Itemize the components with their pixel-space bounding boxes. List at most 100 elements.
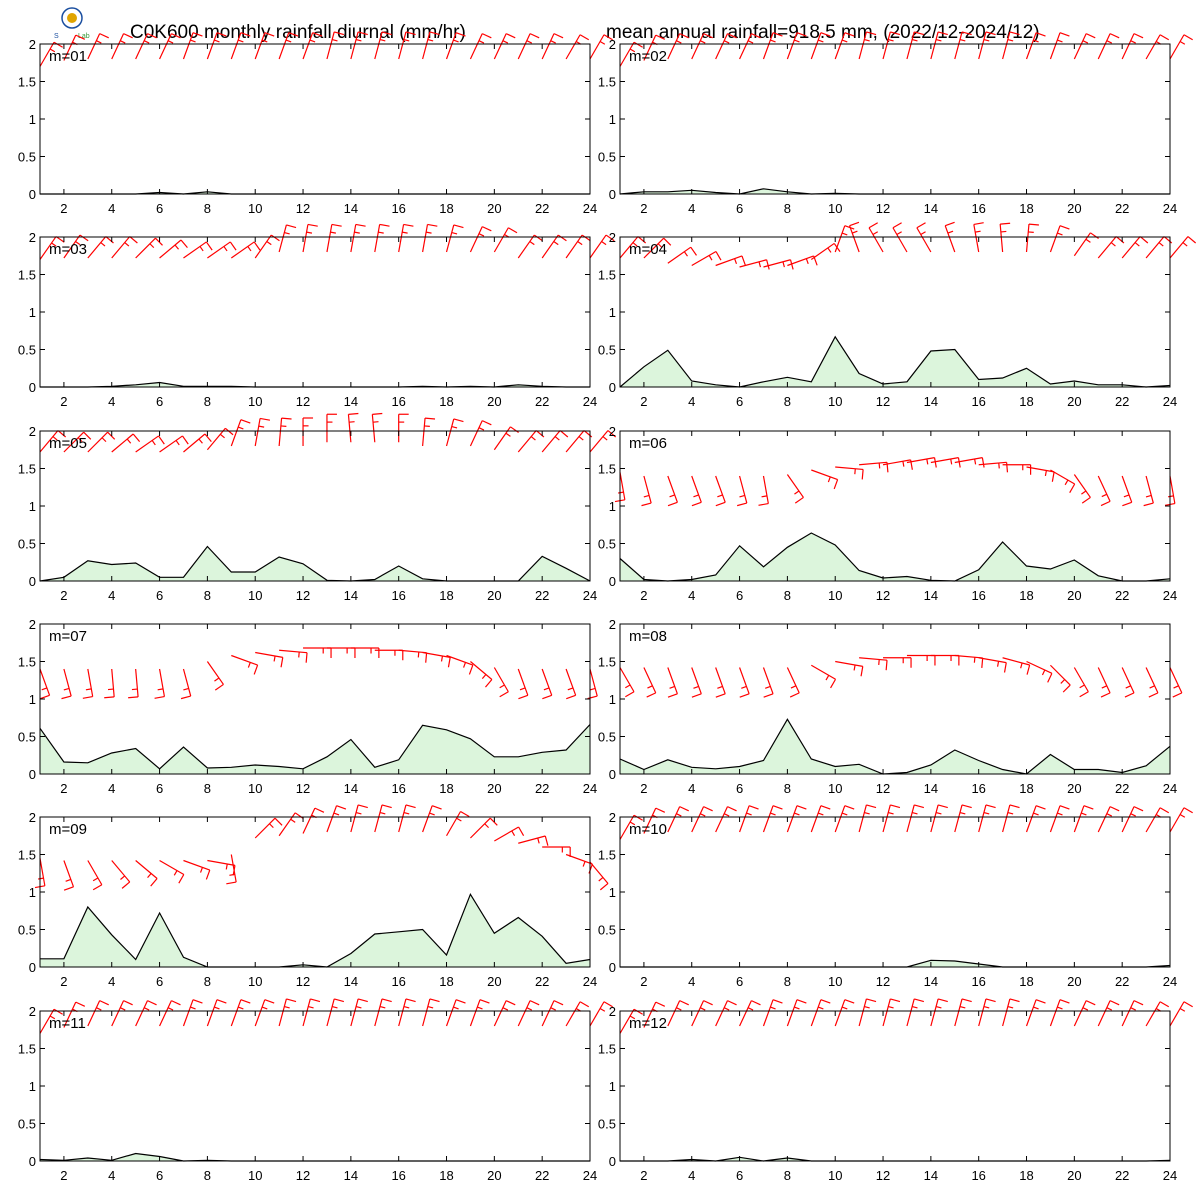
x-tick-label: 12 xyxy=(296,974,310,989)
wind-barb-half-flag xyxy=(717,494,723,498)
wind-barb xyxy=(589,1001,613,1027)
wind-barb-flag xyxy=(833,479,839,490)
wind-barb xyxy=(230,241,261,259)
wind-barb-shaft xyxy=(159,239,182,259)
wind-barb xyxy=(1073,474,1091,504)
wind-barb xyxy=(494,826,525,842)
wind-barb-shaft xyxy=(39,1008,55,1034)
x-tick-label: 4 xyxy=(688,394,695,409)
wind-barb xyxy=(87,33,109,60)
wind-barb-half-flag xyxy=(143,40,150,44)
month-label: m=02 xyxy=(629,48,667,65)
wind-barb xyxy=(758,475,769,506)
wind-barb-half-flag xyxy=(355,1005,362,1009)
wind-barb-shaft xyxy=(422,224,429,253)
wind-barb xyxy=(326,998,345,1027)
wind-barb-shaft xyxy=(1073,667,1089,693)
wind-barb xyxy=(154,668,166,699)
wind-barb-half-flag xyxy=(333,812,340,816)
wind-barb-half-flag xyxy=(950,458,953,465)
wind-barb-half-flag xyxy=(723,40,730,44)
wind-barb xyxy=(374,998,392,1027)
wind-barb-shaft xyxy=(493,667,509,693)
x-tick-label: 20 xyxy=(1067,588,1081,603)
wind-barb-flag xyxy=(240,999,251,1004)
wind-barb-flag xyxy=(455,999,466,1004)
wind-barb-flag xyxy=(727,1000,737,1006)
wind-barb-shaft xyxy=(762,805,774,833)
wind-barb-shaft xyxy=(159,1000,172,1027)
wind-barb-shaft xyxy=(787,255,814,267)
wind-barb-flag xyxy=(334,31,345,36)
wind-barb-shaft xyxy=(1145,475,1154,504)
wind-barb-shaft xyxy=(944,225,956,253)
wind-barb-flag xyxy=(559,430,569,438)
month-label: m=11 xyxy=(49,1015,86,1032)
y-tick-label: 1 xyxy=(609,499,616,514)
y-tick-label: 2 xyxy=(609,810,616,825)
wind-barb-shaft xyxy=(347,414,352,443)
wind-barbs xyxy=(39,31,613,67)
x-tick-label: 24 xyxy=(1163,781,1177,796)
wind-barb-half-flag xyxy=(888,1005,894,1009)
y-tick-label: 2 xyxy=(29,810,36,825)
wind-barb-flag xyxy=(425,652,428,663)
wind-barb-half-flag xyxy=(1081,490,1087,495)
wind-barb-flag xyxy=(39,694,50,700)
x-tick-label: 22 xyxy=(535,201,549,216)
wind-barb-half-flag xyxy=(589,687,596,691)
x-tick-label: 8 xyxy=(784,1168,791,1183)
wind-barb-shaft xyxy=(691,667,702,695)
wind-barb xyxy=(691,806,713,833)
wind-barb-half-flag xyxy=(1106,1007,1113,1011)
wind-barb-flag xyxy=(1081,496,1091,504)
wind-barb xyxy=(691,667,702,698)
wind-barb-shaft xyxy=(374,31,383,60)
wind-barb-half-flag xyxy=(505,432,511,437)
wind-barb-half-flag xyxy=(598,876,604,882)
wind-barb-shaft xyxy=(930,457,959,464)
wind-barb-flag xyxy=(715,501,726,507)
wind-barb-shaft xyxy=(565,430,585,453)
wind-barb xyxy=(182,999,203,1027)
wind-barb-half-flag xyxy=(1106,813,1113,817)
wind-barb-shaft xyxy=(978,657,1007,664)
wind-barbs xyxy=(619,804,1193,840)
wind-barb xyxy=(374,31,392,60)
x-tick-label: 10 xyxy=(828,781,842,796)
y-tick-label: 1 xyxy=(29,112,36,127)
wind-barb xyxy=(470,817,498,839)
wind-barb xyxy=(811,664,837,689)
x-tick-label: 4 xyxy=(688,974,695,989)
wind-barb-half-flag xyxy=(582,861,586,867)
wind-barb-half-flag xyxy=(1082,1007,1089,1011)
wind-barb xyxy=(858,998,877,1027)
wind-barb-shaft xyxy=(518,835,546,844)
wind-barb xyxy=(254,817,283,839)
wind-barb xyxy=(493,33,516,60)
wind-barb-half-flag xyxy=(825,675,830,681)
x-tick-label: 2 xyxy=(60,781,67,796)
x-tick-label: 10 xyxy=(248,201,262,216)
wind-barb xyxy=(61,668,72,700)
wind-barb-shaft xyxy=(1145,1001,1161,1027)
wind-barb-flag xyxy=(529,1000,540,1006)
wind-barb-flag xyxy=(336,805,347,810)
wind-barb-shaft xyxy=(39,430,59,453)
wind-barb-flag xyxy=(453,418,464,423)
wind-barbs xyxy=(39,412,617,453)
wind-barb-shaft xyxy=(762,999,774,1027)
logo-s-letter: S xyxy=(54,33,59,40)
wind-barb-flag xyxy=(633,814,643,821)
wind-barb-shaft xyxy=(39,668,51,696)
wind-barb xyxy=(542,846,571,857)
wind-barb-half-flag xyxy=(284,231,290,235)
x-tick-label: 8 xyxy=(204,1168,211,1183)
x-tick-label: 14 xyxy=(924,201,938,216)
wind-barb xyxy=(1002,464,1032,475)
wind-barb-shaft xyxy=(398,998,407,1027)
wind-barb-shaft xyxy=(541,668,553,696)
month-label: m=07 xyxy=(49,628,87,645)
y-tick-label: 2 xyxy=(29,424,36,439)
